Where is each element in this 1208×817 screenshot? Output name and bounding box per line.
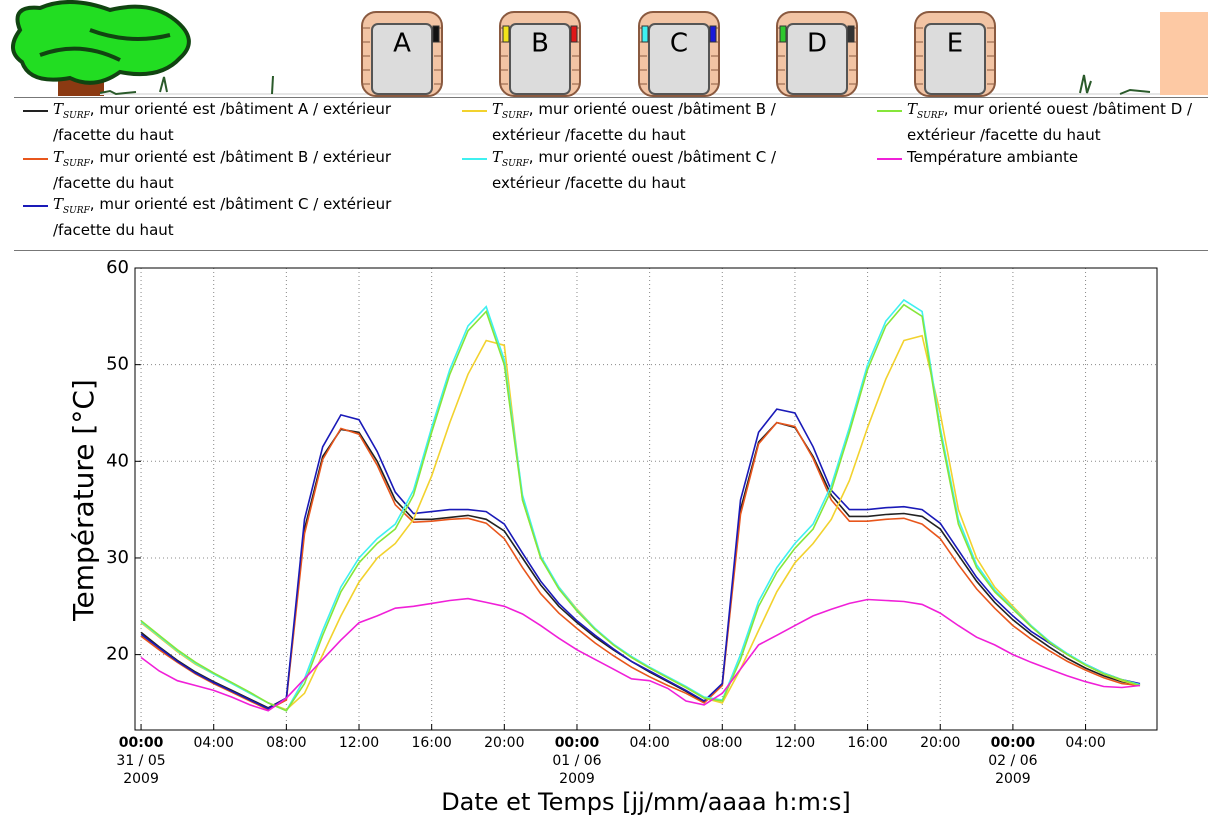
x-tick-label: 00:00 [555, 735, 600, 751]
plot-frame [134, 267, 1158, 731]
legend-marker [462, 158, 487, 160]
building: E [914, 11, 996, 97]
x-tick-label: 02 / 06 [988, 753, 1037, 769]
building-core [924, 23, 986, 95]
building-strip [779, 25, 787, 43]
x-tick-label: 04:00 [194, 735, 234, 751]
building-label: D [807, 29, 827, 59]
x-tick-label: 01 / 06 [552, 753, 601, 769]
legend-item: TSURF, mur orienté est /bâtiment B / ext… [8, 148, 393, 193]
series-line [140, 408, 1141, 710]
legend-item: TSURF, mur orienté ouest /bâtiment B / e… [447, 100, 832, 145]
x-tick-label: 04:00 [1065, 735, 1105, 751]
x-tick-label: 20:00 [484, 735, 524, 751]
building-strip [847, 25, 855, 43]
building: B [499, 11, 581, 97]
building: A [361, 11, 443, 97]
x-tick-label: 20:00 [920, 735, 960, 751]
legend-marker [23, 205, 48, 207]
building-label: A [393, 29, 411, 59]
series-line [140, 421, 1141, 711]
legend-label: TSURF, mur orienté est /bâtiment A / ext… [53, 100, 392, 144]
legend: TSURF, mur orienté est /bâtiment A / ext… [0, 0, 1208, 255]
legend-item: TSURF, mur orienté est /bâtiment A / ext… [8, 100, 393, 145]
x-tick-label: 2009 [995, 771, 1031, 787]
legend-label: TSURF, mur orienté ouest /bâtiment D / e… [907, 100, 1193, 144]
building-label: B [531, 29, 549, 59]
legend-marker [462, 110, 487, 112]
building: C [638, 11, 720, 97]
peach-block [1160, 12, 1208, 95]
x-tick-label: 16:00 [847, 735, 887, 751]
building-core [371, 23, 433, 95]
legend-label: TSURF, mur orienté est /bâtiment C / ext… [53, 195, 392, 239]
series-line [140, 597, 1141, 712]
series-line [140, 334, 1141, 711]
y-axis-label: Température [°C] [67, 379, 100, 622]
x-tick-label: 00:00 [119, 735, 164, 751]
y-tick-label: 40 [106, 450, 129, 471]
x-tick-label: 2009 [123, 771, 159, 787]
series-line [140, 298, 1141, 712]
x-tick-label: 00:00 [991, 735, 1036, 751]
building-strip [502, 25, 510, 43]
x-tick-label: 12:00 [339, 735, 379, 751]
legend-border-top [14, 97, 1208, 98]
legend-marker [23, 110, 48, 112]
legend-label: TSURF, mur orienté ouest /bâtiment B / e… [492, 100, 776, 144]
y-tick-label: 20 [106, 644, 129, 665]
legend-item: TSURF, mur orienté est /bâtiment C / ext… [8, 195, 393, 240]
x-tick-label: 31 / 05 [116, 753, 165, 769]
x-tick-label: 2009 [559, 771, 595, 787]
building-strip [570, 25, 578, 43]
building-core [786, 23, 848, 95]
building-label: C [670, 29, 688, 59]
header-illustration: A B C D E [11, 0, 1208, 97]
x-axis-label: Date et Temps [jj/mm/aaaa h:m:s] [441, 788, 851, 816]
legend-border-bottom [14, 250, 1208, 251]
legend-label: TSURF, mur orienté est /bâtiment B / ext… [53, 148, 392, 192]
x-tick-label: 08:00 [702, 735, 742, 751]
legend-marker [877, 110, 902, 112]
y-tick-label: 50 [106, 354, 129, 375]
legend-marker [877, 158, 902, 160]
x-tick-label: 04:00 [629, 735, 669, 751]
x-tick-label: 16:00 [411, 735, 451, 751]
building-core [509, 23, 571, 95]
y-tick-label: 30 [106, 547, 129, 568]
series-line [140, 303, 1141, 712]
y-tick-label: 60 [106, 257, 129, 278]
building-strip [432, 25, 440, 43]
building-label: E [947, 29, 963, 59]
building-core [648, 23, 710, 95]
building-strip [641, 25, 649, 43]
tree [11, 0, 191, 96]
legend-marker [23, 158, 48, 160]
legend-item: TSURF, mur orienté ouest /bâtiment C / e… [447, 148, 832, 193]
legend-label: Température ambiante [907, 148, 1079, 166]
legend-item: TSURF, mur orienté ouest /bâtiment D / e… [862, 100, 1208, 145]
legend-label: TSURF, mur orienté ouest /bâtiment C / e… [492, 148, 776, 192]
legend-item: Température ambiante [862, 148, 1208, 167]
building: D [776, 11, 858, 97]
x-tick-label: 08:00 [266, 735, 306, 751]
building-strip [709, 25, 717, 43]
series-line [140, 421, 1141, 709]
x-tick-label: 12:00 [775, 735, 815, 751]
